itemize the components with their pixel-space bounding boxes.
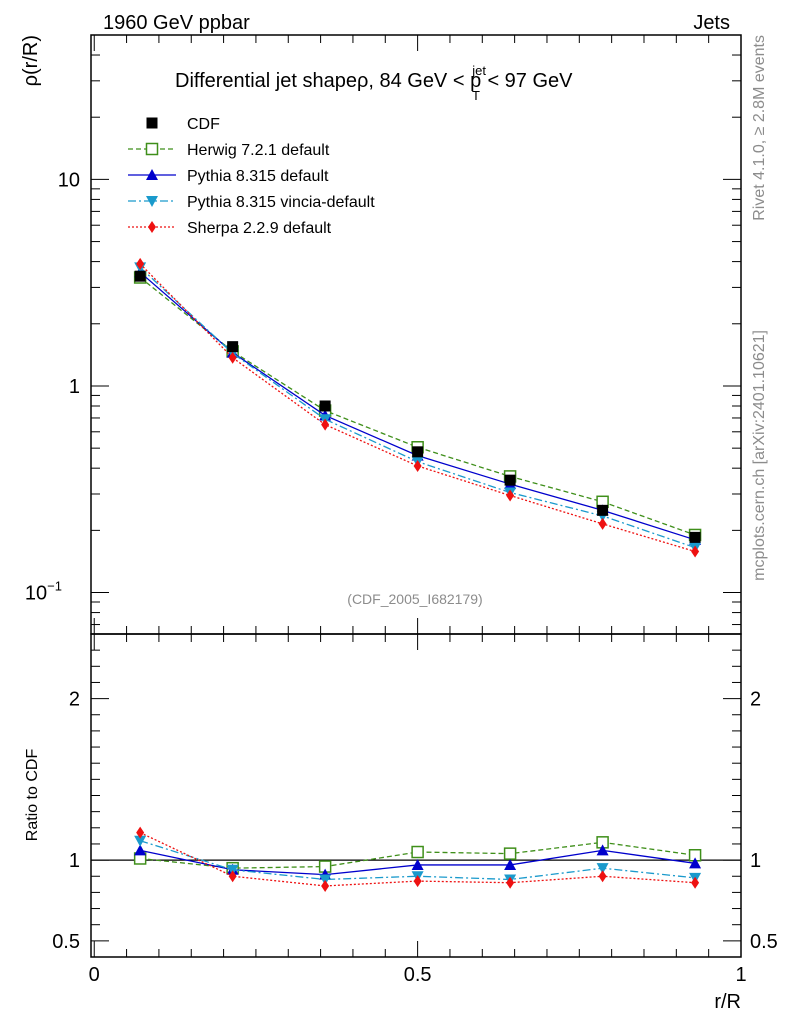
ratio-point <box>506 876 515 889</box>
series-line <box>139 263 696 553</box>
ratio-tick-label: 0.5 <box>52 931 80 953</box>
header-right: Jets <box>693 12 730 34</box>
analysis-id: (CDF_2005_I682179) <box>347 591 482 607</box>
legend-marker <box>148 221 156 233</box>
chart-title: Differential jet shapeρ, 84 GeV < pjet T … <box>175 63 573 103</box>
chart-title-sup: jet <box>471 63 486 78</box>
ratio-point <box>598 870 607 883</box>
series-point <box>228 351 237 364</box>
rivet-label: Rivet 4.1.0, ≥ 2.8M events <box>751 35 768 221</box>
ratio-tick-label-right: 2 <box>750 689 761 711</box>
y-axis-label: ρ(r/R) <box>20 35 42 86</box>
ratio-point <box>228 870 237 883</box>
series-line <box>139 276 696 536</box>
ratio-tick-label-right: 0.5 <box>750 931 778 953</box>
legend-label: Sherpa 2.2.9 default <box>187 220 332 237</box>
series-point <box>691 545 700 558</box>
y-tick-label: 1 <box>69 376 80 398</box>
legend-marker <box>145 142 159 156</box>
ratio-point <box>596 844 609 856</box>
ratio-point <box>321 879 330 892</box>
ratio-tick-label: 2 <box>69 689 80 711</box>
series-point <box>506 489 515 502</box>
ratio-point <box>413 875 422 888</box>
data-point <box>504 474 516 486</box>
legend-label: CDF <box>187 116 220 133</box>
legend-marker <box>146 117 158 129</box>
y-tick-label: 10 <box>58 169 80 191</box>
series-point <box>136 257 145 270</box>
ratio-point <box>503 847 517 860</box>
series-point <box>598 517 607 530</box>
x-tick-label: 1 <box>735 964 746 986</box>
ratio-tick-label-right: 1 <box>750 850 761 872</box>
ratio-y-axis-label: Ratio to CDF <box>24 749 41 842</box>
x-axis-label: r/R <box>714 991 741 1013</box>
ratio-point <box>134 835 147 847</box>
legend-label: Herwig 7.2.1 default <box>187 142 330 159</box>
legend-marker <box>146 196 158 207</box>
data-point <box>227 341 239 353</box>
ratio-frame <box>90 633 742 958</box>
mcplots-label: mcplots.cern.ch [arXiv:2401.10621] <box>751 330 768 581</box>
ratio-point <box>134 844 147 856</box>
data-point <box>412 446 424 458</box>
data-point <box>597 504 609 516</box>
ratio-point <box>689 857 702 869</box>
ratio-point <box>411 845 424 859</box>
x-tick-label: 0 <box>89 964 100 986</box>
ratio-point <box>136 826 145 839</box>
header-left: 1960 GeV ppbar <box>103 12 250 34</box>
legend-label: Pythia 8.315 vincia-default <box>187 194 375 211</box>
legend-marker <box>146 169 158 180</box>
ratio-point <box>691 876 700 889</box>
series-line <box>139 271 696 541</box>
series-point <box>321 418 330 431</box>
chart-title-sub: T <box>472 88 480 103</box>
legend-label: Pythia 8.315 default <box>187 168 329 185</box>
ratio-point <box>411 858 424 870</box>
data-point <box>134 270 146 282</box>
data-point <box>319 400 331 412</box>
y-tick-label: 10−1 <box>25 579 62 605</box>
chart-title-main: Differential jet shapeρ, 84 GeV < p <box>175 70 481 92</box>
series-point <box>413 459 422 472</box>
x-tick-label: 0.5 <box>404 964 432 986</box>
ratio-point <box>504 858 517 870</box>
ratio-tick-label: 1 <box>69 850 80 872</box>
data-point <box>689 531 701 543</box>
ratio-point <box>596 863 609 875</box>
chart-title-tail: < 97 GeV <box>482 70 573 92</box>
